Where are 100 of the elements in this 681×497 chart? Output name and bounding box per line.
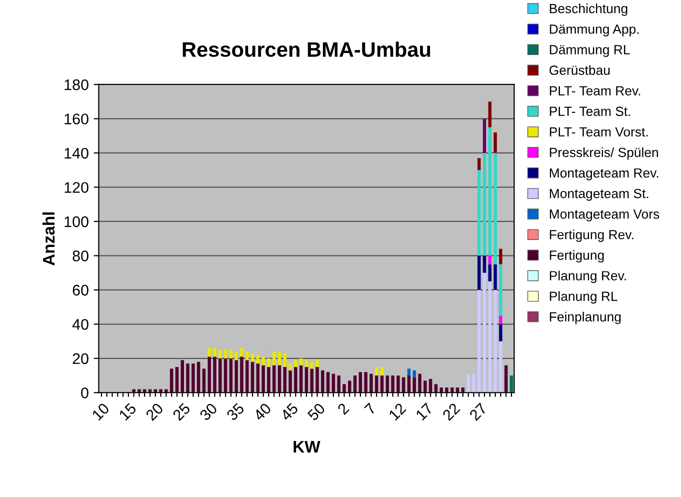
- bar: [250, 353, 254, 362]
- bar: [180, 360, 184, 393]
- x-tick-label: 7: [364, 402, 376, 415]
- x-axis-title: KW: [294, 441, 320, 452]
- x-tick-label: 45: [280, 402, 299, 422]
- bar: [294, 366, 298, 393]
- bar: [310, 368, 314, 393]
- bar: [477, 290, 481, 393]
- bar: [370, 374, 373, 393]
- bar: [267, 366, 270, 393]
- bar: [245, 360, 249, 393]
- x-tick-label: 20: [145, 402, 164, 422]
- bar: [224, 358, 228, 393]
- y-tick-label: 60: [72, 284, 88, 296]
- bar: [288, 364, 292, 370]
- y-tick-label: 0: [81, 388, 88, 398]
- bar: [299, 365, 303, 393]
- legend-label: Fertigung: [550, 250, 604, 262]
- bar: [364, 372, 368, 393]
- bar: [310, 362, 314, 369]
- x-tick-label: 12: [388, 402, 406, 421]
- bar: [278, 352, 282, 366]
- bar: [229, 358, 233, 393]
- bar: [224, 350, 228, 358]
- bar: [358, 372, 362, 393]
- bar: [412, 377, 416, 393]
- bar: [477, 158, 481, 170]
- bar: [477, 170, 481, 256]
- bar: [262, 356, 265, 366]
- legend-label: Presskreis/ Spülen: [550, 147, 658, 160]
- bar: [186, 364, 190, 393]
- x-tick-label: 40: [252, 402, 272, 422]
- legend-label: PLT- Team Rev.: [550, 86, 640, 96]
- bar: [412, 370, 416, 378]
- y-tick-label: 160: [64, 114, 88, 124]
- bar: [494, 264, 497, 290]
- bar: [494, 290, 497, 393]
- bar: [482, 272, 486, 393]
- bar: [499, 316, 502, 324]
- legend-label: Planung RL: [550, 291, 618, 304]
- bar: [234, 360, 238, 393]
- x-tick-label: 35: [226, 402, 245, 422]
- legend-label: Dämmung RL: [550, 45, 630, 57]
- x-tick-label: 27: [468, 402, 488, 421]
- legend-label: Dämmung App.: [550, 24, 639, 36]
- bar: [342, 384, 346, 393]
- bar: [245, 352, 249, 360]
- bar: [440, 387, 443, 393]
- bar: [304, 360, 308, 367]
- bar: [402, 377, 406, 393]
- x-tick-label: 17: [415, 402, 434, 421]
- x-tick-label: 15: [118, 402, 137, 421]
- bar: [256, 354, 260, 364]
- bar: [488, 127, 492, 256]
- bar: [288, 370, 292, 393]
- bar: [170, 368, 174, 393]
- bar: [159, 389, 162, 393]
- bar: [234, 352, 238, 360]
- bar: [278, 365, 282, 393]
- bar: [504, 365, 508, 393]
- bar: [337, 376, 340, 393]
- bar: [240, 356, 244, 393]
- bar: [499, 324, 502, 342]
- bar: [499, 341, 502, 393]
- y-tick-label: 20: [72, 353, 88, 364]
- bar: [499, 264, 502, 316]
- bar: [256, 364, 260, 393]
- legend-label: Montageteam Rev.: [550, 168, 658, 180]
- bar: [482, 256, 486, 273]
- legend-label: Montageteam Vors: [550, 210, 660, 222]
- bar: [267, 358, 270, 367]
- bar: [272, 352, 276, 366]
- bar: [262, 365, 265, 393]
- bar: [138, 389, 141, 393]
- x-tick-label: 30: [198, 402, 218, 422]
- legend-label: Feinplanung: [550, 312, 621, 324]
- bar: [164, 389, 168, 393]
- bar: [494, 152, 497, 264]
- bar: [488, 281, 492, 393]
- y-tick-label: 80: [72, 250, 88, 262]
- bar: [499, 248, 502, 264]
- bar: [488, 102, 492, 128]
- bar: [218, 358, 222, 393]
- x-tick-label: 50: [306, 402, 326, 422]
- bar: [418, 374, 422, 393]
- bar: [213, 348, 216, 357]
- bar: [208, 356, 211, 393]
- legend-label: PLT- Team St.: [550, 106, 630, 116]
- bar: [316, 360, 319, 367]
- y-tick-label: 180: [64, 79, 88, 90]
- chart-title: Ressourcen BMA-Umbau: [182, 42, 430, 57]
- bar: [294, 360, 298, 367]
- bar: [466, 374, 470, 393]
- bar: [229, 350, 233, 358]
- bar: [132, 389, 136, 393]
- bar: [202, 368, 206, 393]
- x-tick-label: 22: [442, 402, 460, 421]
- x-tick-label: 25: [172, 402, 191, 422]
- legend-label: Beschichtung: [550, 4, 628, 16]
- y-tick-label: 100: [64, 216, 88, 228]
